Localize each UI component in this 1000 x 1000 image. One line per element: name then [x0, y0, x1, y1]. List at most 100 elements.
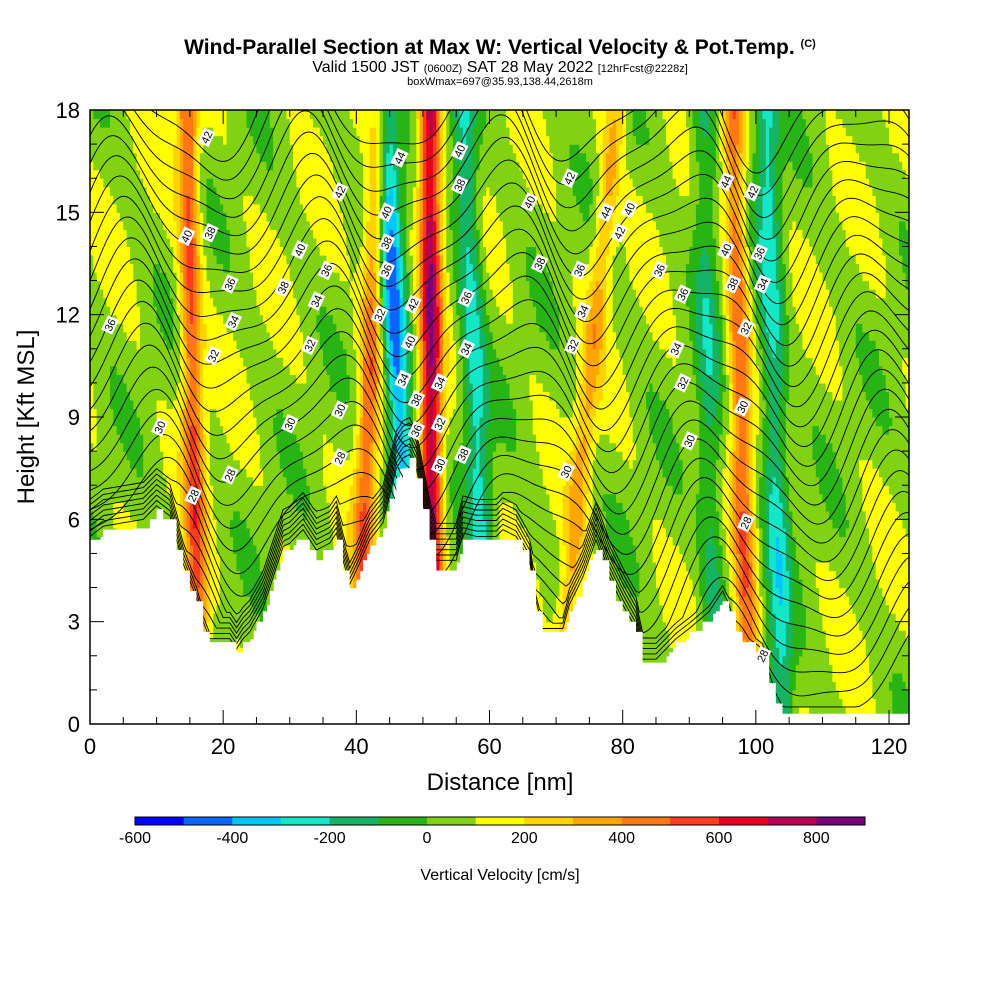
- w-cell: [116, 510, 121, 520]
- w-cell: [253, 203, 258, 213]
- w-cell: [193, 152, 198, 162]
- w-cell: [209, 476, 214, 486]
- w-cell: [196, 476, 201, 486]
- w-cell: [199, 203, 204, 213]
- w-cell: [216, 382, 221, 393]
- w-cell: [159, 220, 164, 230]
- w-cell: [183, 408, 188, 418]
- w-cell: [90, 263, 94, 273]
- w-cell: [133, 118, 138, 128]
- chart-subtitle-box-wmax: boxWmax=697@35.93,138.44,2618m: [407, 76, 593, 88]
- w-cell: [93, 519, 98, 529]
- w-cell: [193, 365, 198, 375]
- w-cell: [196, 425, 201, 435]
- w-cell: [216, 425, 221, 435]
- w-cell: [199, 229, 204, 239]
- w-cell: [236, 127, 241, 137]
- w-cell: [156, 152, 161, 162]
- w-cell: [159, 357, 164, 367]
- w-cell: [219, 323, 224, 333]
- w-cell: [246, 186, 251, 196]
- w-cell: [189, 442, 194, 452]
- w-cell: [166, 178, 171, 188]
- w-cell: [233, 459, 238, 469]
- w-cell: [196, 374, 201, 384]
- w-cell: [236, 306, 241, 316]
- w-cell: [163, 127, 168, 137]
- w-cell: [109, 118, 114, 128]
- w-cell: [253, 340, 258, 350]
- w-cell: [109, 263, 114, 273]
- w-cell: [199, 544, 204, 555]
- w-cell: [119, 306, 124, 316]
- w-cell: [199, 195, 204, 205]
- w-cell: [143, 451, 148, 461]
- w-cell: [156, 451, 161, 461]
- w-cell: [93, 169, 98, 179]
- w-cell: [219, 596, 224, 606]
- w-cell: [179, 399, 184, 410]
- w-cell: [143, 434, 148, 444]
- w-cell: [213, 570, 218, 580]
- w-cell: [219, 408, 224, 418]
- w-cell: [183, 510, 188, 520]
- w-cell: [196, 536, 201, 546]
- w-cell: [109, 391, 114, 401]
- w-cell: [243, 519, 248, 529]
- w-cell: [243, 408, 248, 418]
- w-cell: [249, 246, 254, 256]
- w-cell: [213, 161, 218, 171]
- w-cell: [90, 178, 94, 188]
- w-cell: [96, 127, 101, 137]
- w-cell: [213, 280, 218, 290]
- w-cell: [109, 476, 114, 486]
- w-cell: [123, 408, 128, 418]
- w-cell: [163, 135, 168, 145]
- w-cell: [246, 519, 251, 529]
- w-cell: [169, 476, 174, 486]
- w-cell: [153, 399, 158, 410]
- w-cell: [129, 186, 134, 196]
- w-cell: [239, 254, 244, 265]
- w-cell: [96, 442, 101, 452]
- w-cell: [199, 596, 204, 606]
- w-cell: [229, 442, 234, 452]
- w-cell: [239, 246, 244, 256]
- w-cell: [206, 502, 211, 512]
- w-cell: [229, 110, 234, 120]
- w-cell: [239, 485, 244, 495]
- w-cell: [103, 127, 108, 137]
- w-cell: [119, 144, 124, 154]
- w-cell: [203, 314, 208, 324]
- w-cell: [236, 408, 241, 418]
- w-cell: [223, 178, 228, 188]
- w-cell: [136, 127, 141, 137]
- w-cell: [103, 408, 108, 418]
- w-cell: [119, 468, 124, 478]
- w-cell: [199, 220, 204, 230]
- w-cell: [173, 314, 178, 324]
- w-cell: [243, 468, 248, 478]
- w-cell: [90, 391, 94, 401]
- w-cell: [193, 340, 198, 350]
- w-cell: [199, 493, 204, 503]
- w-cell: [173, 203, 178, 213]
- w-cell: [113, 161, 118, 171]
- w-cell: [133, 348, 138, 358]
- w-cell: [216, 579, 221, 589]
- w-cell: [239, 323, 244, 333]
- w-cell: [179, 451, 184, 461]
- w-cell: [243, 357, 248, 367]
- w-cell: [189, 289, 194, 299]
- w-cell: [186, 553, 191, 563]
- w-cell: [203, 493, 208, 503]
- w-cell: [123, 323, 128, 333]
- w-cell: [186, 399, 191, 410]
- w-cell: [216, 630, 221, 640]
- w-cell: [109, 502, 114, 512]
- w-cell: [233, 613, 238, 623]
- w-cell: [136, 169, 141, 179]
- w-cell: [209, 195, 214, 205]
- w-cell: [229, 195, 234, 205]
- w-cell: [226, 493, 231, 503]
